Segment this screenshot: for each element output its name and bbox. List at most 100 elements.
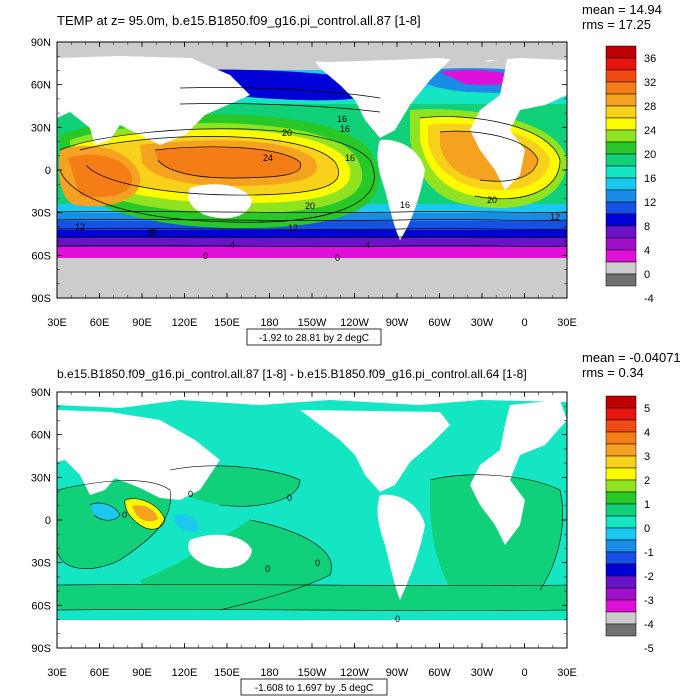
lat-tick-label: 30S [31,558,51,570]
contour-labels: 0 0 0 0 0 0 [122,489,400,624]
lat-tick-label: 60N [31,80,51,92]
lon-tick-label: 60E [90,317,110,329]
lon-tick-label: 180 [260,667,278,679]
colorbar-swatch [605,575,637,589]
colorbar-swatch [605,551,637,565]
colorbar-label: 36 [644,53,656,65]
lon-tick-label: 120W [340,317,369,329]
colorbar-label: 4 [644,245,650,257]
contour-label: 24 [263,153,273,163]
colorbar-label: 16 [644,173,656,185]
lat-tick-label: 0 [45,165,51,177]
colorbar-swatch [605,93,637,107]
lat-tick-label: 30N [31,122,51,134]
colorbar-label: -1 [644,547,654,559]
stats-rms: rms = 17.25 [582,17,651,32]
panel-bottom: b.e15.B1850.f09_g16.pi_control.all.87 [1… [31,350,681,696]
lon-tick-label: 120E [172,667,198,679]
colorbar-label: 1 [644,499,650,511]
colorbar-swatch [605,395,637,409]
lon-tick-label: 90W [386,317,409,329]
panel-title: b.e15.B1850.f09_g16.pi_control.all.87 [1… [57,367,527,381]
colorbar-swatch [605,611,637,625]
lat-tick-label: 90S [31,293,51,305]
colorbar-swatch [605,45,637,59]
colorbar-swatch [605,273,637,287]
lat-tick-label: 30N [31,472,51,484]
diff-field [57,392,567,648]
colorbar-label: -4 [644,293,654,305]
colorbar-swatch [605,237,637,251]
colorbar-swatch [605,587,637,601]
colorbar-swatch [605,431,637,445]
colorbar-swatch [605,69,637,83]
colorbar-swatch [605,249,637,263]
colorbar-swatch [605,261,637,275]
contour-label: 0 [188,489,193,499]
band-2 [57,237,567,247]
range-box: -1.608 to 1.697 by .5 degC [240,678,388,696]
contour-label: 16 [345,153,355,163]
colorbar-label: 28 [644,101,656,113]
lon-tick-label: 150E [214,667,240,679]
band-6 [57,220,567,230]
lat-tick-label: 60S [31,600,51,612]
contour-label: 0 [287,493,292,503]
contour-label: 12 [550,212,560,222]
band-0 [57,246,567,258]
contour-label: 20 [487,195,497,205]
lon-tick-label: 30E [47,317,67,329]
range-box: -1.92 to 28.81 by 2 degC [246,328,382,346]
lat-tick-label: 90N [31,387,51,399]
lat-tick-label: 0 [45,515,51,527]
colorbar-label: 12 [644,197,656,209]
contour-label: 0 [335,253,340,263]
contour-label: 16 [400,200,410,210]
colorbar-swatch [605,515,637,529]
lat-tick-label: 90S [31,643,51,655]
lon-tick-label: 60W [428,317,451,329]
colorbar-swatch [605,165,637,179]
colorbar-swatch [605,623,637,637]
lon-tick-label: 150W [298,317,327,329]
colorbar-swatch [605,491,637,505]
lon-tick-label: 90E [132,667,152,679]
contour-label: 0 [122,510,127,520]
contour-labels: 20 16 12 8 4 0 24 20 16 12 8 4 0 20 16 1… [75,114,560,263]
colorbar-label: 5 [644,403,650,415]
contour-label: 4 [230,240,235,250]
colorbar-swatch [605,57,637,71]
colorbar-swatch [605,177,637,191]
band-4 [57,229,567,238]
lon-tick-label: 120E [172,317,198,329]
colorbar-label: 24 [644,125,656,137]
colorbar-swatch [605,467,637,481]
contour-label: 20 [282,128,292,138]
colorbar-swatch [605,225,637,239]
colorbar: 5 4 3 2 1 0 -1 -2 -3 -4 -5 [605,395,654,655]
lon-tick-label: 60E [90,667,110,679]
colorbar-swatch [605,599,637,613]
colorbar-swatch [605,527,637,541]
colorbar-label: 0 [644,269,650,281]
colorbar: 36 32 28 24 20 16 12 8 4 0 -4 [605,45,656,305]
contour-label: 0 [203,251,208,261]
colorbar-swatch [605,81,637,95]
contour-label: 4 [365,240,370,250]
contour-label: 12 [288,223,298,233]
colorbar-swatch [605,213,637,227]
contour-label: 8 [152,227,157,237]
colorbar-label: -5 [644,643,654,655]
colorbar-label: -2 [644,571,654,583]
lon-tick-label: 30W [471,317,494,329]
colorbar-label: -4 [644,619,654,631]
colorbar-swatch [605,105,637,119]
lat-tick-label: 60N [31,430,51,442]
contour-label: 8 [148,228,153,238]
stats-mean: mean = -0.04071 [582,350,681,365]
colorbar-swatch [605,539,637,553]
map-field [57,42,567,298]
range-label: -1.608 to 1.697 by .5 degC [255,683,373,694]
lon-tick-label: 30E [557,667,577,679]
contours [57,87,567,247]
